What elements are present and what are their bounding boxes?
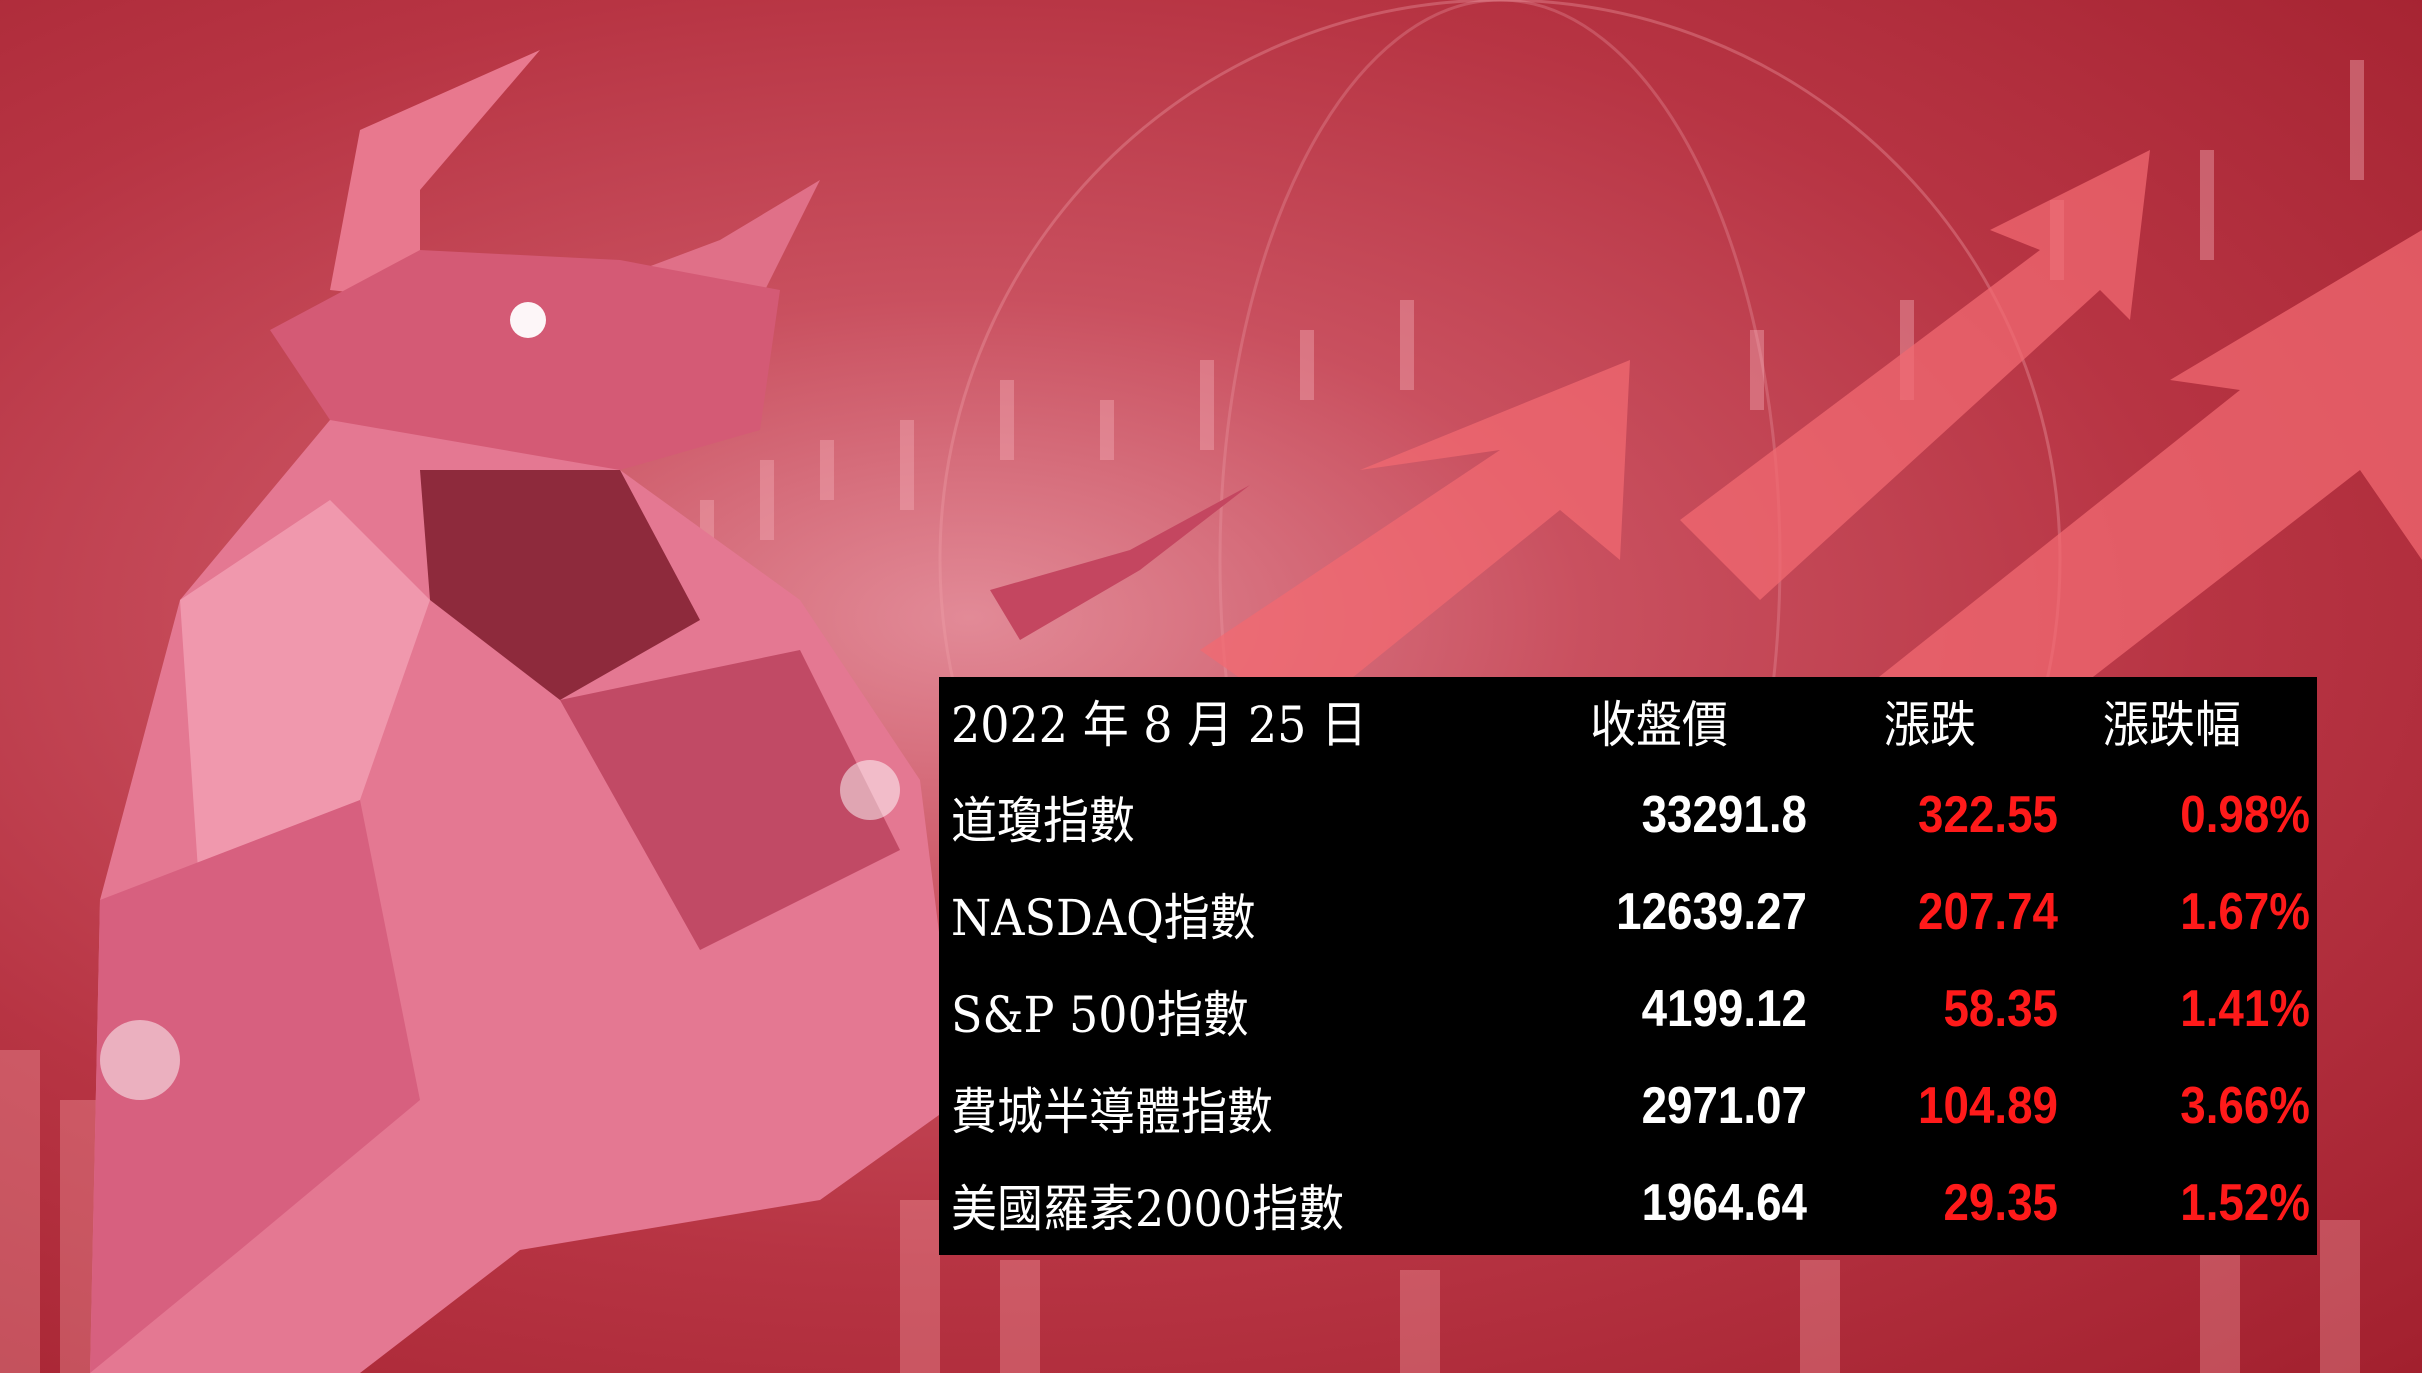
close-price: 4199.12	[1641, 980, 1807, 1038]
change-value: 58.35	[1943, 980, 2058, 1038]
index-quote-table: 2022 年 8 月 25 日 收盤價 漲跌 漲跌幅 道瓊指數 33291.8 32…	[939, 677, 2317, 1255]
change-percent: 0.98%	[2180, 786, 2310, 844]
change-percent: 1.67%	[2180, 883, 2310, 941]
bar-chart-decoration	[0, 1050, 2360, 1373]
close-price: 33291.8	[1641, 786, 1807, 844]
index-name: 道瓊指數	[951, 792, 1135, 850]
header-change-percent: 漲跌幅	[2103, 696, 2241, 754]
header-change: 漲跌	[1884, 696, 1976, 754]
change-value: 322.55	[1918, 786, 2058, 844]
change-percent: 3.66%	[2180, 1077, 2310, 1135]
change-value: 29.35	[1943, 1174, 2058, 1232]
change-value: 104.89	[1918, 1077, 2058, 1135]
close-price: 1964.64	[1641, 1174, 1807, 1232]
change-value: 207.74	[1918, 883, 2058, 941]
index-name: 費城半導體指數	[951, 1083, 1273, 1141]
header-close-price: 收盤價	[1590, 696, 1728, 754]
close-price: 2971.07	[1641, 1077, 1807, 1135]
index-name: 美國羅素2000指數	[951, 1180, 1345, 1238]
index-name: NASDAQ指數	[951, 889, 1256, 947]
change-percent: 1.41%	[2180, 980, 2310, 1038]
change-percent: 1.52%	[2180, 1174, 2310, 1232]
up-arrow-decoration	[1200, 150, 2422, 780]
header-date: 2022 年 8 月 25 日	[951, 696, 1367, 754]
polygonal-bull-illustration	[90, 50, 1250, 1373]
index-name: S&P 500指數	[951, 986, 1249, 1044]
close-price: 12639.27	[1616, 883, 1807, 941]
